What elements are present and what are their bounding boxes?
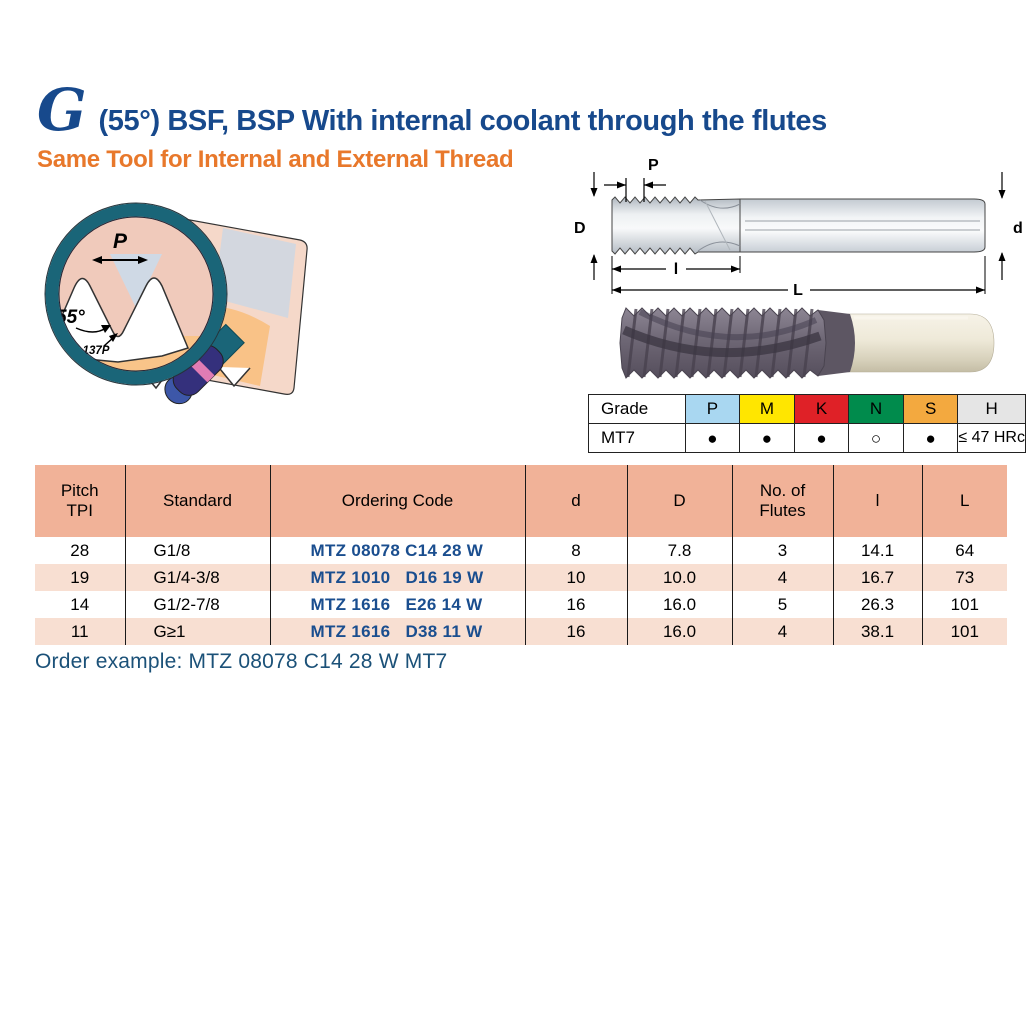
d-cell: 10 [524,564,627,591]
ordering-code-cell: MTZ 1616 D38 11 W [269,618,525,645]
L-cell: 101 [921,591,1007,618]
tool-dimension-drawing: P D d l L [574,157,1023,299]
grade-table: Grade P M K N S H MT7 ● ● ● ○ ● ≤ 47 HRc [588,394,1026,453]
ordering-code-cell: MTZ 1010 D16 19 W [269,564,525,591]
d-cell: 16 [524,618,627,645]
L-cell: 101 [921,618,1007,645]
tool-photo [619,307,995,379]
l-cell: 26.3 [832,591,922,618]
flutes-cell: 3 [731,537,833,564]
col-header-standard: Standard [124,465,270,537]
l-cell: 16.7 [832,564,922,591]
L-cell: 64 [921,537,1007,564]
magnifier-handle [164,323,245,405]
col-header-ordering-code: Ordering Code [269,465,525,537]
col-header-flutes: No. of Flutes [731,465,833,537]
col-header-l: l [832,465,922,537]
D-cell: 7.8 [626,537,732,564]
grade-data-row: MT7 ● ● ● ○ ● ≤ 47 HRc [588,423,1026,453]
table-row: 28 G1/8 MTZ 08078 C14 28 W 8 7.8 3 14.1 … [35,537,1007,564]
col-header-pitch-tpi: Pitch TPI [35,465,125,537]
L-cell: 73 [921,564,1007,591]
col-header-L: L [921,465,1007,537]
pitch-cell: 28 [70,540,90,560]
standard-cell: G1/8 [124,537,270,564]
D-cell: 10.0 [626,564,732,591]
grade-header-row: Grade P M K N S H [588,394,1026,424]
grade-header-h: H [957,394,1026,424]
grade-header-k: K [793,394,850,424]
grade-dot-m: ● [739,423,795,453]
grade-header-s: S [902,394,959,424]
ordering-code-cell: MTZ 08078 C14 28 W [269,537,525,564]
table-row: 19 G1/4-3/8 MTZ 1010 D16 19 W 10 10.0 4 … [35,564,1007,591]
flutes-cell: 4 [731,618,833,645]
grade-dot-n: ○ [848,423,904,453]
grade-header-p: P [684,394,741,424]
d-cell: 16 [524,591,627,618]
l-cell: 14.1 [832,537,922,564]
standard-cell: G≥1 [124,618,270,645]
col-header-D: D [626,465,732,537]
col-header-d: d [524,465,627,537]
thread-profile-magnifier-illustration: P 55° R=0.137P [44,202,308,405]
grade-header-n: N [848,394,904,424]
grade-header-m: M [739,394,795,424]
ordering-code-cell: MTZ 1616 E26 14 W [269,591,525,618]
page-title: G (55°) BSF, BSP With internal coolant t… [37,76,828,144]
D-cell: 16.0 [626,591,732,618]
grade-dot-k: ● [793,423,850,453]
page-subtitle: Same Tool for Internal and External Thre… [37,146,514,173]
table-row: 11 G≥1 MTZ 1616 D38 11 W 16 16.0 4 38.1 … [35,618,1007,645]
standard-cell: G1/2-7/8 [124,591,270,618]
pitch-cell: 14 [70,594,90,614]
grade-header-label: Grade [588,394,686,424]
drawing-shank-diameter-label: d [1013,220,1023,237]
table-row: 14 G1/2-7/8 MTZ 1616 E26 14 W 16 16.0 5 … [35,591,1007,618]
spec-header-row: Pitch TPI Standard Ordering Code d D No.… [35,465,1007,537]
pitch-cell: 19 [35,564,125,591]
flutes-cell: 4 [731,564,833,591]
d-cell: 8 [524,537,627,564]
drawing-cut-length-label: l [674,261,678,278]
grade-name-cell: MT7 [588,423,686,453]
pitch-cell: 11 [35,618,125,645]
title-text: (55°) BSF, BSP With internal coolant thr… [98,105,828,137]
standard-cell: G1/4-3/8 [124,564,270,591]
flutes-cell: 5 [731,591,833,618]
grade-dot-s: ● [902,423,959,453]
order-example-text: Order example: MTZ 08078 C14 28 W MT7 [35,650,448,673]
magnifier-pitch-label: P [113,230,128,253]
drawing-cut-diameter-label: D [574,220,586,237]
grade-dot-p: ● [684,423,741,453]
specification-table: Pitch TPI Standard Ordering Code d D No.… [35,465,1007,645]
title-thread-letter: G [37,76,87,144]
D-cell: 16.0 [626,618,732,645]
drawing-pitch-label: P [648,157,659,174]
drawing-overall-length-label: L [793,282,803,299]
l-cell: 38.1 [832,618,922,645]
grade-hardness-cell: ≤ 47 HRc [957,423,1026,453]
